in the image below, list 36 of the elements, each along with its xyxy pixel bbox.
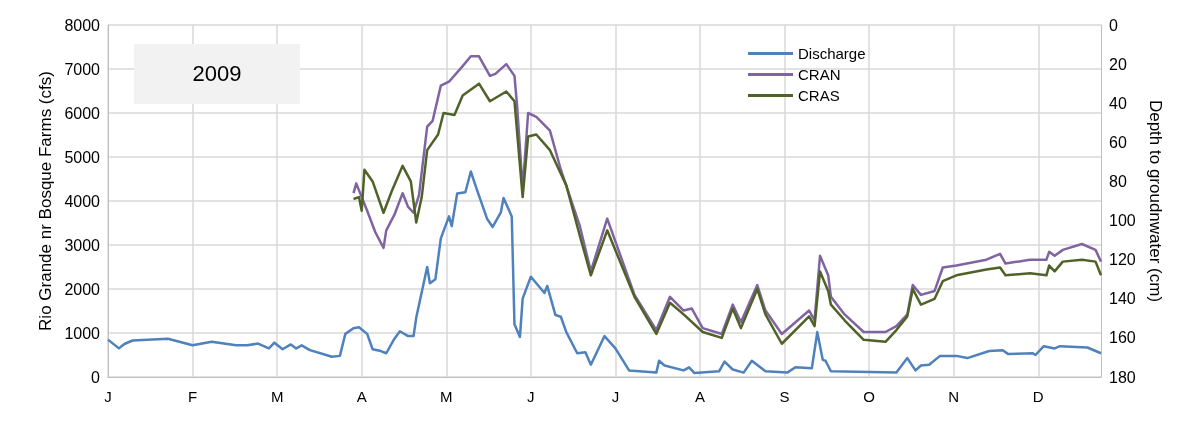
y-tick-label: 8000 [64, 16, 101, 34]
y2-tick-label: 40 [1109, 94, 1127, 112]
y2-tick-label: 0 [1109, 16, 1118, 34]
x-tick-label: F [187, 388, 198, 405]
y2-axis-title: Depth to groudnwater (cm) [1145, 99, 1165, 303]
x-tick-label: M [270, 388, 284, 405]
legend-label: CRAS [798, 87, 840, 104]
y2-tick-label: 100 [1109, 212, 1136, 230]
y-tick-label: 1000 [64, 324, 101, 342]
x-tick-label: A [356, 388, 367, 405]
y2-tick-label: 140 [1109, 290, 1136, 308]
x-tick-label: O [863, 388, 875, 405]
x-tick-label: M [440, 388, 453, 405]
y2-tick-label: 180 [1109, 368, 1136, 386]
y2-tick-label: 160 [1109, 329, 1136, 347]
y-axis-title: Rio Grande nr Bosque Farms (cfs) [35, 71, 55, 331]
x-tick-label: J [611, 388, 620, 405]
y2-tick-label: 80 [1109, 172, 1127, 190]
y-tick-label: 6000 [64, 104, 101, 122]
y-tick-label: 0 [91, 368, 101, 386]
legend-label: Discharge [798, 45, 866, 62]
y2-tick-label: 120 [1109, 251, 1136, 269]
legend-label: CRAN [798, 66, 841, 83]
x-tick-label: J [104, 388, 112, 405]
y-tick-label: 2000 [64, 280, 101, 298]
y-tick-label: 3000 [64, 236, 101, 254]
y-tick-label: 4000 [64, 192, 101, 210]
y2-tick-label: 60 [1109, 133, 1127, 151]
x-tick-label: N [948, 388, 960, 405]
y-tick-label: 5000 [64, 148, 101, 166]
x-tick-label: A [694, 388, 705, 405]
x-tick-label: J [527, 388, 535, 405]
y-tick-label: 7000 [64, 60, 101, 78]
x-tick-label: S [779, 388, 790, 405]
y2-tick-label: 20 [1109, 55, 1127, 73]
x-tick-label: D [1032, 388, 1044, 405]
